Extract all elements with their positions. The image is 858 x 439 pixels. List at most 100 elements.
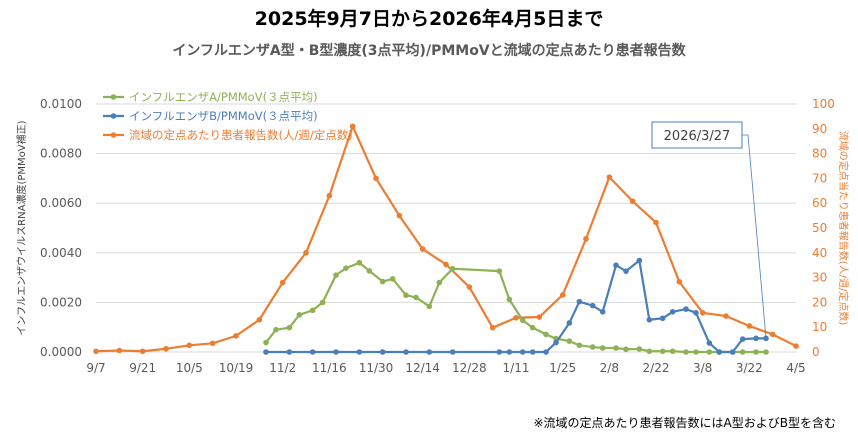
data-point — [273, 326, 279, 333]
data-point — [116, 347, 123, 354]
y-tick-label: 0.0000 — [40, 345, 82, 359]
data-point — [659, 315, 666, 322]
data-point — [566, 320, 573, 326]
y2-tick-label: 70 — [812, 171, 827, 185]
legend-label: インフルエンザA/PMMoV(３点平均) — [129, 90, 318, 104]
data-point — [286, 324, 293, 331]
data-point — [256, 316, 263, 323]
left-axis-ticks: 0.0000 0.0020 0.0040 0.0060 0.0080 0.0100 — [40, 97, 82, 359]
data-point — [333, 272, 339, 278]
data-point — [163, 345, 169, 352]
data-point — [683, 306, 689, 312]
data-point — [426, 303, 433, 310]
data-point — [683, 349, 689, 355]
x-tick-label: 2/8 — [600, 361, 619, 375]
data-point — [693, 349, 699, 355]
right-axis-title: 流域の定点当たり患者報告数(人/週/定点数) — [837, 131, 850, 326]
data-point — [669, 309, 676, 315]
data-point — [653, 219, 659, 226]
data-point — [613, 345, 619, 351]
data-point — [496, 268, 503, 274]
data-point — [343, 265, 349, 271]
data-point — [436, 279, 443, 286]
data-point — [623, 268, 629, 274]
data-point — [449, 265, 456, 272]
data-point — [356, 349, 363, 355]
data-point — [449, 349, 456, 355]
data-point — [659, 348, 666, 355]
series-line — [95, 125, 797, 353]
x-tick-label: 10/5 — [176, 361, 203, 375]
data-point — [506, 349, 513, 355]
data-point — [739, 349, 746, 355]
data-point — [566, 338, 573, 344]
x-tick-label: 1/25 — [549, 361, 576, 375]
data-point — [543, 331, 549, 338]
y2-tick-label: 40 — [812, 246, 827, 260]
y2-tick-label: 80 — [812, 147, 827, 161]
data-point — [543, 349, 549, 355]
data-point — [263, 349, 269, 355]
y-tick-label: 0.0080 — [40, 147, 82, 161]
data-point — [389, 276, 396, 282]
data-point — [646, 316, 653, 323]
data-point — [93, 348, 99, 355]
series-2 — [93, 123, 799, 355]
data-point — [589, 302, 596, 309]
x-tick-label: 11/2 — [269, 361, 296, 375]
data-point — [706, 340, 713, 346]
series-0 — [263, 259, 769, 355]
x-tick-label: 3/22 — [736, 361, 763, 375]
data-point — [333, 349, 339, 355]
y2-tick-label: 50 — [812, 221, 827, 235]
legend-label: インフルエンザB/PMMoV(３点平均) — [129, 109, 318, 123]
data-point — [706, 349, 713, 355]
series-layer — [93, 123, 799, 355]
data-point — [513, 314, 519, 321]
data-point — [263, 339, 269, 346]
data-point — [519, 317, 526, 324]
data-point — [296, 312, 303, 318]
data-point — [489, 324, 496, 331]
left-axis-title: インフルエンザウイルスRNA濃度(PMMoV補正) — [15, 120, 28, 335]
callout-leader — [742, 134, 767, 339]
y2-tick-label: 90 — [812, 122, 827, 136]
data-point — [636, 346, 643, 352]
data-point — [739, 336, 746, 342]
data-point — [186, 342, 193, 349]
data-point — [303, 250, 309, 256]
data-point — [529, 324, 536, 331]
x-tick-label: 4/5 — [786, 361, 805, 375]
annotation-callout: 2026/3/27 — [651, 121, 767, 339]
data-point — [613, 262, 619, 269]
data-point — [636, 257, 643, 264]
right-axis-ticks: 0 10 20 30 40 50 60 70 80 90 100 — [812, 97, 835, 359]
x-tick-label: 11/30 — [359, 361, 394, 375]
y2-tick-label: 10 — [812, 320, 827, 334]
data-point — [793, 343, 799, 349]
data-point — [699, 310, 706, 316]
data-point — [309, 349, 316, 355]
data-point — [559, 292, 566, 298]
x-tick-label: 10/19 — [219, 361, 254, 375]
y-tick-label: 0.0020 — [40, 295, 82, 309]
x-tick-label: 12/28 — [452, 361, 487, 375]
data-point — [396, 212, 403, 219]
y2-tick-label: 60 — [812, 196, 827, 210]
data-point — [366, 268, 373, 274]
data-point — [676, 279, 683, 285]
legend-marker — [110, 132, 117, 138]
legend: インフルエンザA/PMMoV(３点平均) インフルエンザB/PMMoV(３点平均)… — [103, 90, 353, 142]
data-point — [729, 349, 736, 355]
data-point — [403, 349, 409, 355]
y-tick-label: 0.0040 — [40, 246, 82, 260]
data-point — [379, 278, 386, 285]
data-point — [716, 349, 723, 355]
data-point — [553, 339, 559, 346]
data-point — [443, 261, 449, 268]
data-point — [519, 349, 526, 355]
callout-box — [651, 121, 743, 149]
data-point — [419, 246, 426, 252]
data-point — [326, 192, 333, 199]
